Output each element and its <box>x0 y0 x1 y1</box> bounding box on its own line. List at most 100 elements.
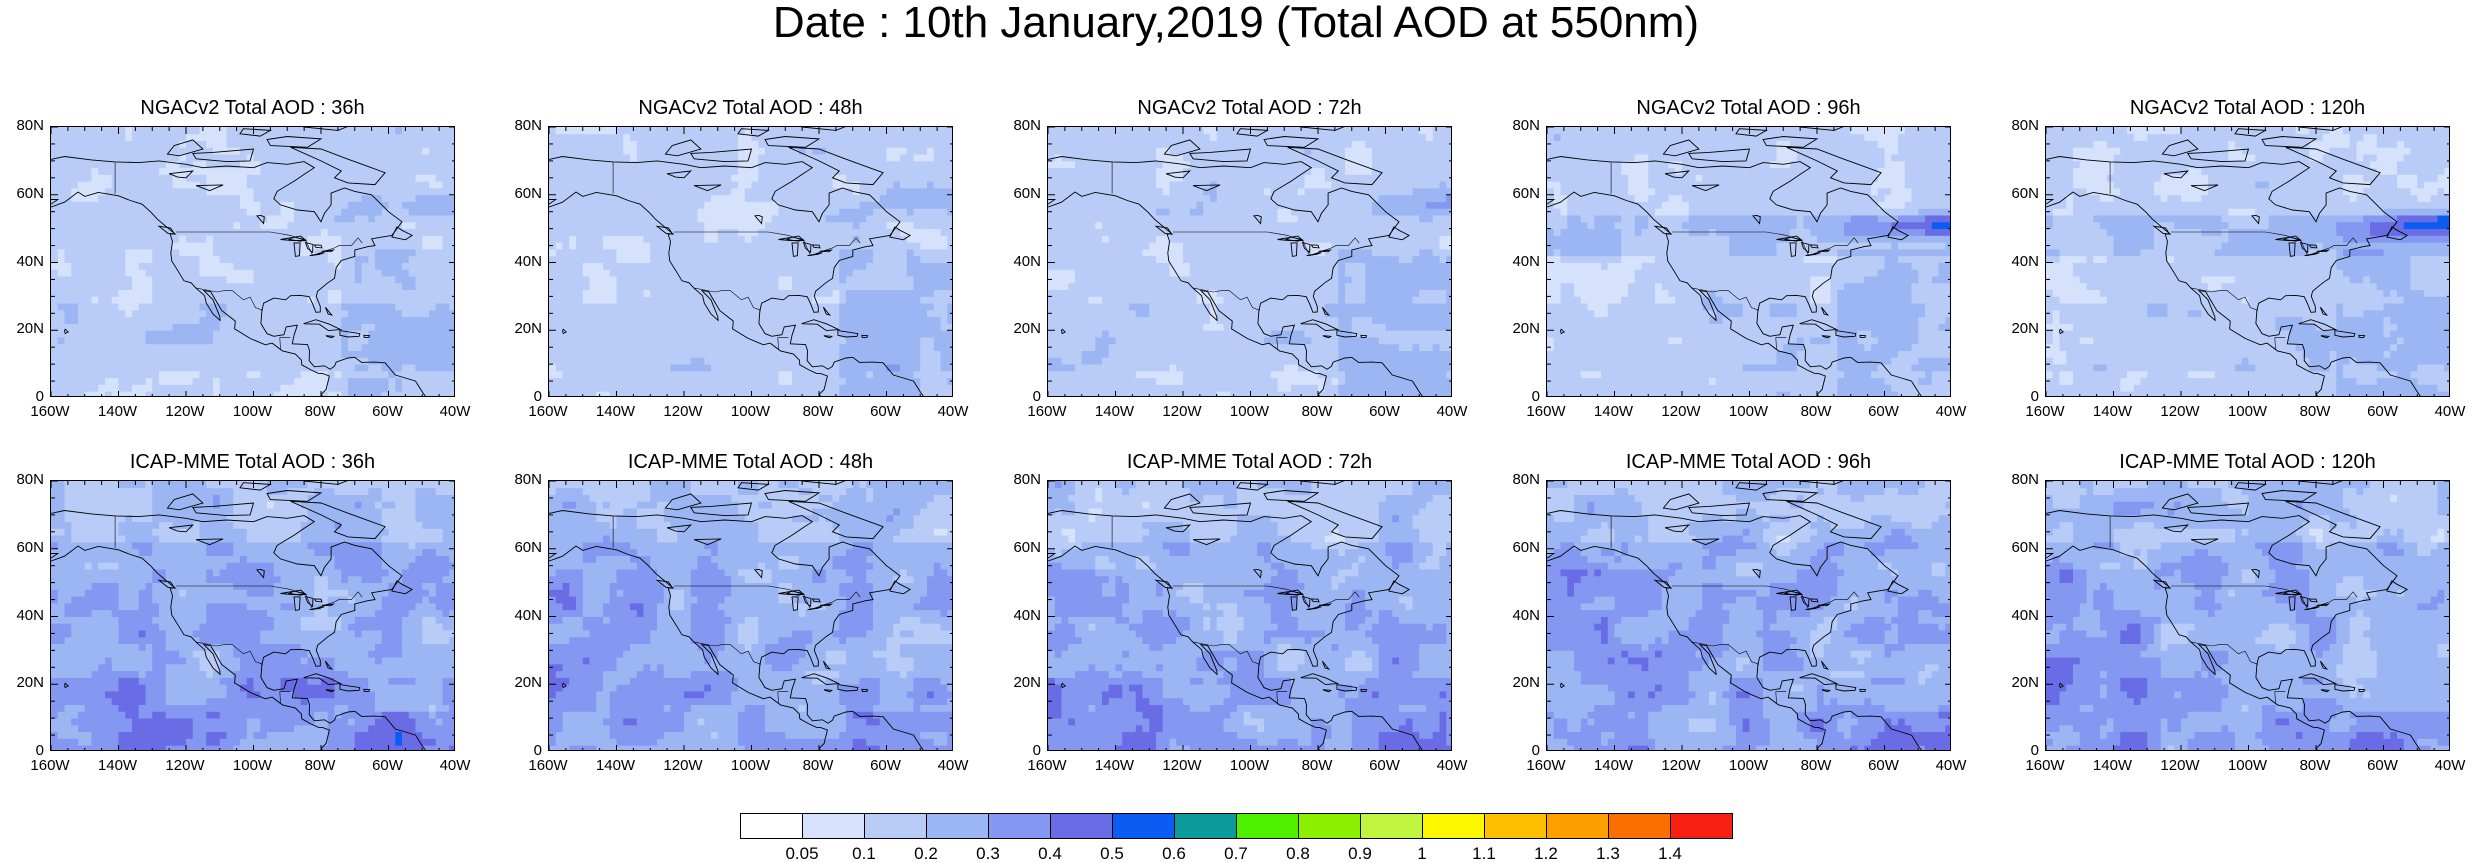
colorbar-label: 0.4 <box>1025 846 1075 862</box>
lat-tick-label: 40N <box>1496 254 1540 270</box>
lon-tick-label: 40W <box>430 758 480 774</box>
aod-field <box>549 481 953 751</box>
lon-tick-label: 120W <box>658 404 708 420</box>
lat-tick-label: 20N <box>498 675 542 691</box>
lat-tick-label: 20N <box>997 675 1041 691</box>
lon-tick-label: 160W <box>1521 758 1571 774</box>
panel-title: NGACv2 Total AOD : 96h <box>1539 96 1959 120</box>
colorbar-label: 0.3 <box>963 846 1013 862</box>
lon-tick-label: 80W <box>793 758 843 774</box>
lon-tick-label: 140W <box>1589 758 1639 774</box>
lon-tick-label: 60W <box>1360 404 1410 420</box>
colorbar-label: 0.05 <box>777 846 827 862</box>
lat-tick-label: 40N <box>997 254 1041 270</box>
colorbar-swatch <box>1608 813 1671 839</box>
lon-tick-label: 40W <box>430 404 480 420</box>
aod-field <box>1547 127 1951 397</box>
lon-tick-label: 60W <box>363 404 413 420</box>
lat-tick-label: 80N <box>0 118 44 134</box>
panel-title: NGACv2 Total AOD : 48h <box>541 96 961 120</box>
lon-tick-label: 60W <box>1859 404 1909 420</box>
colorbar-swatch <box>1360 813 1423 839</box>
lon-tick-label: 60W <box>2358 404 2408 420</box>
colorbar-swatch <box>1050 813 1113 839</box>
lon-tick-label: 160W <box>523 758 573 774</box>
lat-tick-label: 60N <box>498 540 542 556</box>
lon-tick-label: 80W <box>2290 404 2340 420</box>
lon-tick-label: 40W <box>1427 758 1477 774</box>
lon-tick-label: 80W <box>793 404 843 420</box>
lat-tick-label: 60N <box>0 540 44 556</box>
aod-map-ngac-48h <box>548 126 953 397</box>
lon-tick-label: 160W <box>523 404 573 420</box>
panel-title: ICAP-MME Total AOD : 96h <box>1539 450 1959 474</box>
lon-tick-label: 160W <box>1022 404 1072 420</box>
lon-tick-label: 120W <box>160 758 210 774</box>
lon-tick-label: 80W <box>295 404 345 420</box>
lat-tick-label: 40N <box>0 608 44 624</box>
lon-tick-label: 120W <box>1656 404 1706 420</box>
aod-map-icap-120h <box>2045 480 2450 751</box>
lon-tick-label: 100W <box>726 758 776 774</box>
colorbar-label: 0.9 <box>1335 846 1385 862</box>
colorbar-swatch <box>802 813 865 839</box>
lon-tick-label: 140W <box>93 758 143 774</box>
lat-tick-label: 60N <box>997 186 1041 202</box>
figure-title: Date : 10th January,2019 (Total AOD at 5… <box>0 0 2472 46</box>
lon-tick-label: 160W <box>1022 758 1072 774</box>
panel-title: NGACv2 Total AOD : 120h <box>2038 96 2458 120</box>
colorbar-swatch <box>1546 813 1609 839</box>
lat-tick-label: 80N <box>498 472 542 488</box>
aod-field <box>51 481 455 751</box>
lat-tick-label: 80N <box>997 472 1041 488</box>
lon-tick-label: 100W <box>2223 404 2273 420</box>
aod-map-icap-48h <box>548 480 953 751</box>
lat-tick-label: 20N <box>0 675 44 691</box>
panel-title: ICAP-MME Total AOD : 48h <box>541 450 961 474</box>
panel-title: NGACv2 Total AOD : 72h <box>1040 96 1460 120</box>
aod-field <box>51 127 455 397</box>
lat-tick-label: 40N <box>0 254 44 270</box>
lat-tick-label: 20N <box>498 321 542 337</box>
lon-tick-label: 100W <box>228 758 278 774</box>
lat-tick-label: 80N <box>1496 472 1540 488</box>
aod-map-icap-36h <box>50 480 455 751</box>
lat-tick-label: 60N <box>498 186 542 202</box>
lon-tick-label: 80W <box>1791 758 1841 774</box>
aod-map-icap-72h <box>1047 480 1452 751</box>
lon-tick-label: 60W <box>861 758 911 774</box>
panel-title: ICAP-MME Total AOD : 120h <box>2038 450 2458 474</box>
lon-tick-label: 160W <box>1521 404 1571 420</box>
lon-tick-label: 40W <box>2425 404 2472 420</box>
colorbar-swatch <box>1236 813 1299 839</box>
lat-tick-label: 20N <box>997 321 1041 337</box>
lat-tick-label: 60N <box>1995 540 2039 556</box>
colorbar-swatch <box>988 813 1051 839</box>
lat-tick-label: 20N <box>0 321 44 337</box>
colorbar-label: 0.1 <box>839 846 889 862</box>
lon-tick-label: 140W <box>2088 758 2138 774</box>
lon-tick-label: 60W <box>861 404 911 420</box>
aod-field <box>549 127 953 397</box>
lat-tick-label: 20N <box>1496 321 1540 337</box>
lon-tick-label: 160W <box>2020 404 2070 420</box>
aod-field <box>1048 127 1452 397</box>
lat-tick-label: 40N <box>1995 254 2039 270</box>
lon-tick-label: 60W <box>1859 758 1909 774</box>
lon-tick-label: 160W <box>2020 758 2070 774</box>
lon-tick-label: 40W <box>1926 758 1976 774</box>
lat-tick-label: 80N <box>0 472 44 488</box>
aod-map-ngac-72h <box>1047 126 1452 397</box>
lat-tick-label: 80N <box>498 118 542 134</box>
lat-tick-label: 20N <box>1995 321 2039 337</box>
colorbar-label: 1.2 <box>1521 846 1571 862</box>
colorbar-swatch <box>864 813 927 839</box>
lat-tick-label: 60N <box>1995 186 2039 202</box>
lat-tick-label: 40N <box>997 608 1041 624</box>
lat-tick-label: 40N <box>1995 608 2039 624</box>
lon-tick-label: 80W <box>1791 404 1841 420</box>
lon-tick-label: 80W <box>1292 404 1342 420</box>
aod-map-ngac-96h <box>1546 126 1951 397</box>
colorbar-swatch <box>1484 813 1547 839</box>
lon-tick-label: 60W <box>1360 758 1410 774</box>
